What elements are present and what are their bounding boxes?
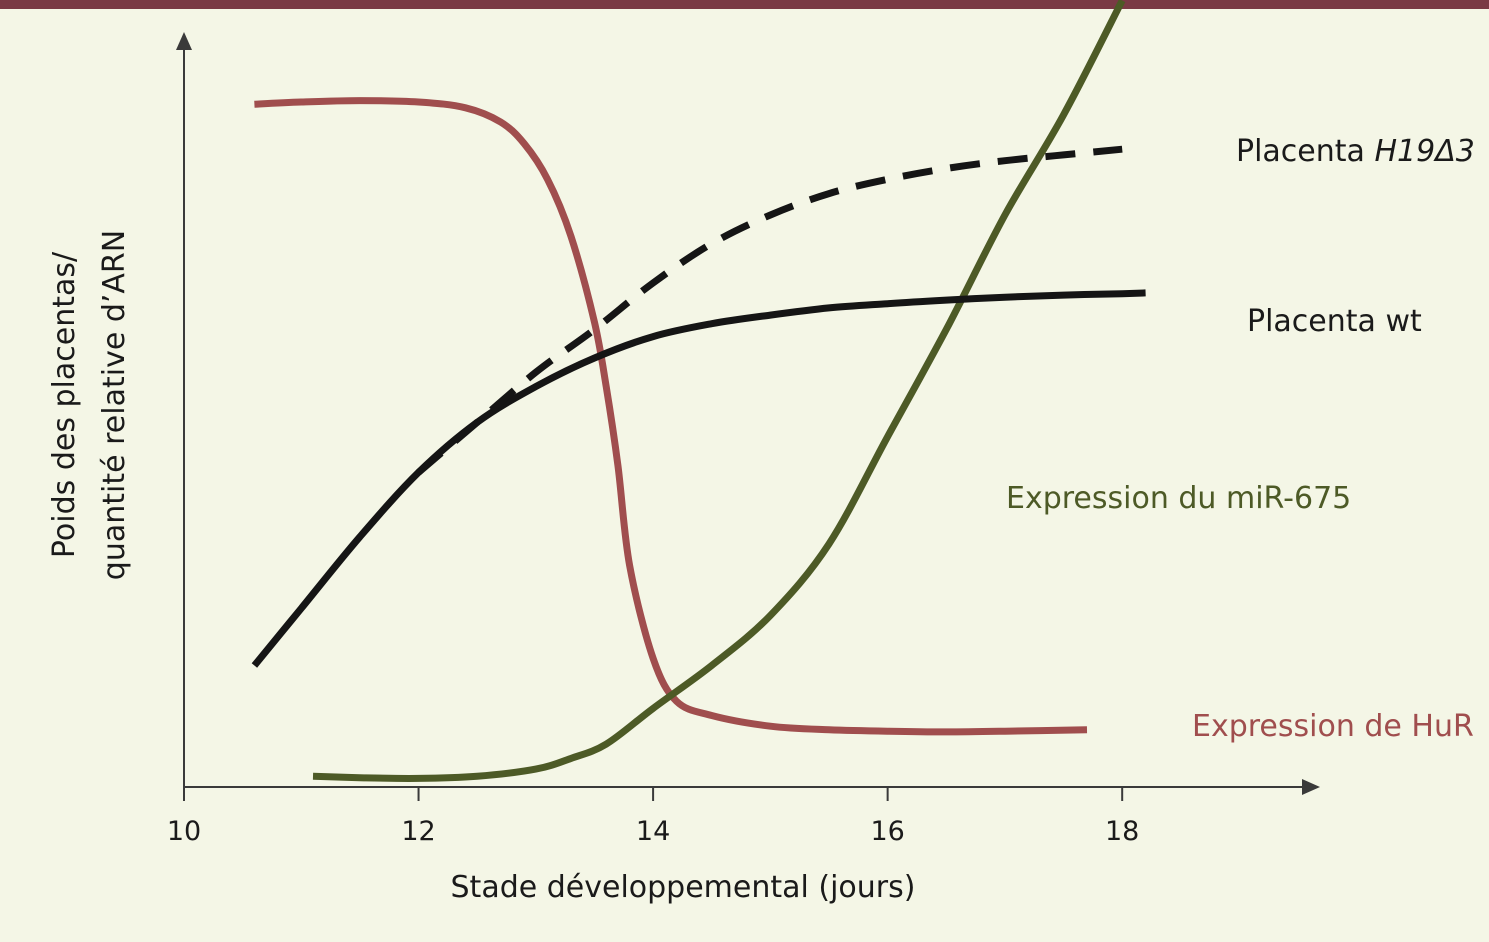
label-mir675: Expression du miR-675 — [1006, 481, 1351, 516]
series-line-placenta-h19 — [416, 145, 1123, 476]
label-placenta-h19: Placenta H19Δ3 — [1236, 134, 1475, 169]
series-line-placenta-wt — [251, 289, 1146, 668]
x-axis-arrow-icon — [1302, 779, 1320, 795]
label-hur: Expression de HuR — [1192, 709, 1474, 744]
label-placenta-h19-prefix: Placenta — [1236, 134, 1374, 169]
y-axis-arrow-icon — [176, 32, 192, 50]
y-axis-title: Poids des placentas/ quantité relative d… — [47, 230, 132, 580]
y-axis-title-line-1: Poids des placentas/ — [47, 251, 82, 558]
x-tick-label-10: 10 — [167, 816, 201, 847]
label-placenta-h19-italic: H19Δ3 — [1374, 134, 1474, 169]
x-tick-label-16: 16 — [870, 816, 904, 847]
x-axis-title: Stade développemental (jours) — [451, 870, 916, 905]
x-ticks: 10 12 14 16 18 — [167, 787, 1139, 847]
series-group — [251, 0, 1146, 782]
y-axis-title-line-2: quantité relative d’ARN — [97, 230, 132, 580]
series-line-mir675 — [312, 0, 1126, 782]
x-tick-label-12: 12 — [401, 816, 435, 847]
label-placenta-wt: Placenta wt — [1247, 304, 1422, 339]
x-tick-label-18: 18 — [1105, 816, 1139, 847]
series-line-hur — [254, 97, 1088, 736]
top-border-bar — [0, 0, 1489, 9]
axes — [176, 32, 1320, 795]
x-tick-label-14: 14 — [636, 816, 670, 847]
